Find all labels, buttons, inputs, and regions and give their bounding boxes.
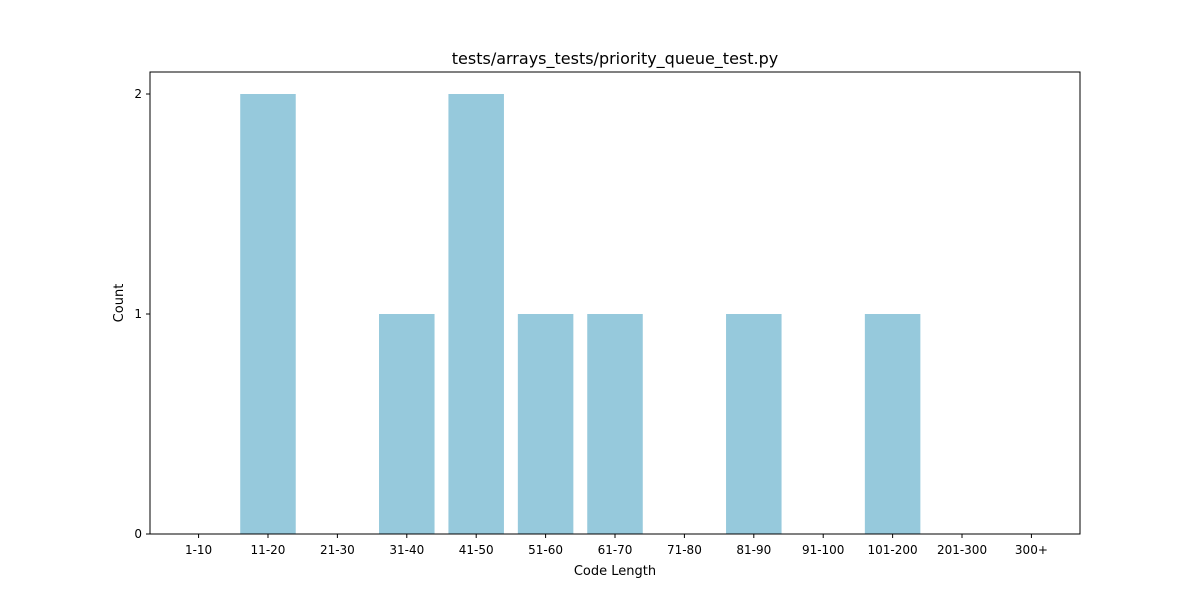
bar-41-50: [448, 94, 504, 534]
bar-31-40: [379, 314, 435, 534]
plot-area-frame: [149, 71, 1081, 535]
bar-51-60: [517, 314, 574, 534]
x-tick-label: 1-10: [185, 543, 212, 557]
x-tick-label: 51-60: [528, 543, 563, 557]
bar-61-70: [587, 314, 643, 534]
bar-11-20: [240, 94, 296, 534]
y-tick-label: 1: [134, 307, 142, 321]
x-tick-label: 21-30: [320, 543, 355, 557]
x-tick-label: 41-50: [459, 543, 494, 557]
bar-81-90: [726, 314, 782, 534]
chart-title: tests/arrays_tests/priority_queue_test.p…: [452, 49, 779, 69]
y-axis-ticks: 0 1 2: [134, 87, 150, 541]
x-tick-label: 31-40: [389, 543, 424, 557]
bar-101-200: [864, 314, 921, 534]
x-tick-label: 11-20: [251, 543, 286, 557]
y-tick-label: 0: [134, 527, 142, 541]
x-axis-ticks: 1-10 11-20 21-30 31-40 41-50 51-60 61-70 71-80 8…: [185, 534, 1048, 557]
y-axis-label: Count: [112, 284, 127, 323]
x-tick-label: 101-200: [868, 543, 918, 557]
x-tick-label: 300+: [1015, 543, 1048, 557]
x-tick-label: 71-80: [667, 543, 702, 557]
x-tick-label: 91-100: [802, 543, 845, 557]
x-tick-label: 201-300: [937, 543, 987, 557]
bars: [240, 94, 921, 534]
x-axis-label: Code Length: [574, 564, 656, 579]
x-tick-label: 61-70: [598, 543, 633, 557]
y-tick-label: 2: [134, 87, 142, 101]
x-tick-label: 81-90: [736, 543, 771, 557]
